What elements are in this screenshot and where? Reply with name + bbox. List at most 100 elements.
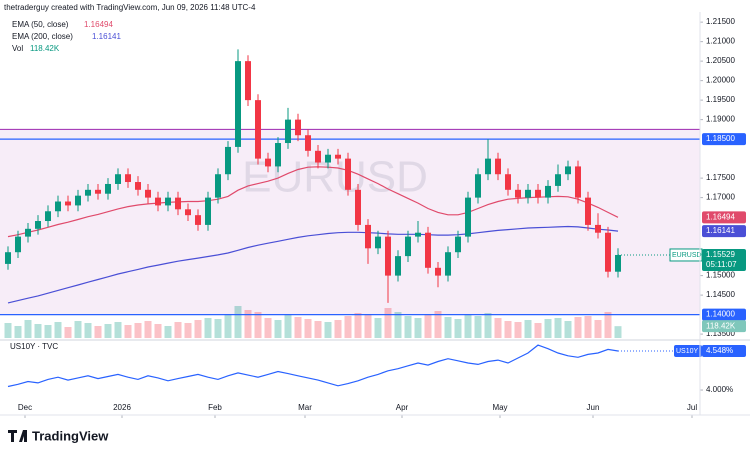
- volume-bar: [614, 326, 622, 338]
- candle-body: [535, 189, 541, 198]
- candle-body: [135, 182, 141, 190]
- brand: TradingView: [32, 428, 109, 443]
- countdown: 05:11:07: [706, 260, 737, 269]
- volume-bar: [584, 316, 592, 338]
- candle-body: [85, 189, 91, 196]
- candle-body: [175, 197, 181, 210]
- y-tick-label: 1.19000: [706, 115, 735, 124]
- candle-body: [205, 197, 211, 225]
- candle-body: [515, 189, 521, 198]
- us10y-value: 4.548%: [706, 346, 733, 355]
- candle-body: [545, 185, 551, 198]
- candle-body: [495, 158, 501, 175]
- volume-bar: [304, 319, 312, 338]
- volume-bar: [144, 321, 152, 338]
- volume-bar: [104, 324, 112, 338]
- volume-bar: [434, 311, 442, 338]
- candle-body: [475, 174, 481, 198]
- y-tick-label: 1.17500: [706, 173, 735, 182]
- candle-body: [585, 197, 591, 225]
- candle-body: [45, 211, 51, 222]
- candle-body: [285, 119, 291, 144]
- volume-bar: [494, 318, 502, 338]
- volume-bar: [264, 318, 272, 338]
- y-tick-label: 1.17000: [706, 193, 735, 202]
- volume-bar: [474, 316, 482, 338]
- candle-body: [615, 254, 621, 272]
- y-tick-label: 1.20000: [706, 76, 735, 85]
- volume-bar: [454, 319, 462, 338]
- volume-bar: [84, 323, 92, 338]
- candle-body: [405, 236, 411, 257]
- volume-bar: [154, 324, 162, 338]
- volume-bar: [334, 320, 342, 338]
- volume-bar: [564, 321, 572, 338]
- us10y-tick-label: 4.000%: [706, 385, 733, 394]
- volume-label: 118.42K: [706, 321, 736, 330]
- volume-bar: [524, 320, 532, 338]
- volume-bar: [234, 306, 242, 338]
- volume-bar: [504, 321, 512, 338]
- candle-body: [525, 189, 531, 198]
- volume-bar: [54, 322, 62, 338]
- volume-bar: [514, 322, 522, 338]
- header: thetraderguy created with TradingView.co…: [4, 3, 256, 12]
- candle-body: [35, 221, 41, 229]
- candle-body: [445, 252, 451, 276]
- volume-bar: [444, 317, 452, 338]
- volume-bar: [164, 326, 172, 338]
- x-tick-label: Jul: [687, 403, 697, 412]
- x-tick-label: Jun: [587, 403, 600, 412]
- candle-body: [55, 201, 61, 212]
- candle-body: [605, 232, 611, 272]
- ema-label: 1.16141: [706, 226, 735, 235]
- candle-body: [65, 201, 71, 206]
- candle-body: [165, 197, 171, 206]
- ema-box: [702, 211, 746, 224]
- level-box: [702, 133, 746, 146]
- volume-bar: [24, 320, 32, 338]
- candle-body: [215, 174, 221, 198]
- volume-bar: [404, 316, 412, 338]
- x-tick-label: Mar: [298, 403, 312, 412]
- volume-bar: [74, 321, 82, 338]
- candle-body: [465, 197, 471, 237]
- candle-body: [275, 143, 281, 167]
- us10y-line: [7, 344, 619, 388]
- volume-bar: [344, 316, 352, 338]
- volume-bar: [44, 325, 52, 338]
- volume-bar: [424, 314, 432, 338]
- legend-ema50-value: 1.16494: [84, 20, 113, 29]
- volume-bar: [414, 318, 422, 338]
- ema-line: [7, 225, 619, 304]
- candle-body: [105, 183, 111, 194]
- volume-bar: [574, 317, 582, 338]
- candle-body: [15, 236, 21, 253]
- volume-bar: [224, 314, 232, 338]
- candle-body: [115, 174, 121, 184]
- volume-bar: [384, 308, 392, 338]
- candle-body: [155, 197, 161, 206]
- volume-bar: [174, 322, 182, 338]
- level-label: 1.18500: [706, 134, 735, 143]
- candle-body: [425, 232, 431, 268]
- us10y-symbol: US10Y: [676, 348, 699, 355]
- x-tick-label: Feb: [208, 403, 222, 412]
- candle-body: [555, 174, 561, 186]
- y-tick-label: 1.13500: [706, 329, 735, 338]
- candle-body: [145, 189, 151, 198]
- candle-body: [345, 158, 351, 190]
- candle-body: [235, 61, 241, 147]
- candle-body: [75, 195, 81, 206]
- volume-bar: [274, 320, 282, 338]
- y-tick-label: 1.21500: [706, 17, 735, 26]
- level-box: [702, 308, 746, 321]
- candle-body: [25, 228, 31, 237]
- volume-bar: [354, 313, 362, 338]
- candle-body: [185, 209, 191, 216]
- volume-box: [702, 320, 746, 333]
- price-box: [702, 248, 746, 271]
- volume-bar: [14, 326, 22, 338]
- volume-bar: [94, 326, 102, 338]
